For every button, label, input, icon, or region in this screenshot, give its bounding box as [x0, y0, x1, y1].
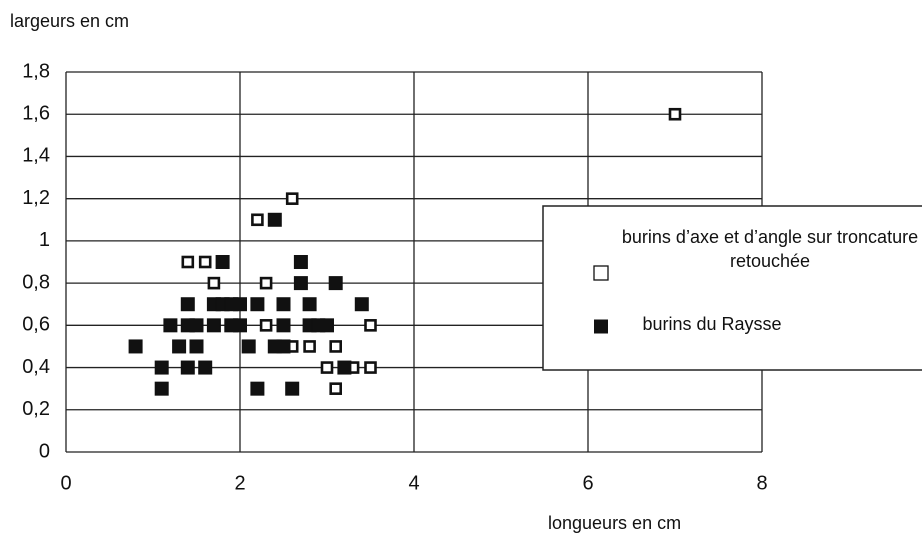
scatter-point	[259, 276, 273, 290]
scatter-point	[285, 192, 299, 205]
scatter-point	[180, 360, 195, 375]
legend-marker	[594, 319, 608, 334]
scatter-point	[215, 255, 230, 269]
y-tick-label: 0,8	[22, 271, 50, 293]
scatter-point	[154, 381, 169, 396]
scatter-point	[364, 319, 377, 332]
scatter-point	[302, 297, 317, 312]
scatter-point	[163, 318, 178, 333]
scatter-point	[285, 381, 300, 396]
scatter-point	[154, 360, 169, 375]
x-tick-label: 8	[756, 472, 767, 494]
x-tick-label: 0	[60, 472, 71, 494]
scatter-point	[320, 361, 334, 374]
legend-label: burins du Raysse	[642, 314, 782, 334]
scatter-point	[207, 276, 221, 290]
scatter-point	[259, 319, 273, 332]
y-tick-label: 0,2	[22, 398, 50, 420]
scatter-point	[206, 318, 221, 333]
scatter-point	[189, 339, 204, 354]
scatter-point	[276, 297, 291, 312]
scatter-point	[250, 297, 265, 312]
x-tick-label: 2	[234, 472, 245, 494]
y-tick-label: 1,2	[22, 187, 50, 209]
legend-marker	[593, 265, 609, 281]
scatter-point	[128, 339, 143, 354]
scatter-point	[320, 318, 334, 333]
scatter-point	[668, 107, 682, 121]
scatter-point	[198, 255, 212, 269]
y-tick-label: 0,6	[22, 314, 50, 336]
scatter-point	[328, 276, 343, 291]
scatter-point	[250, 381, 265, 396]
x-tick-label: 6	[582, 472, 593, 494]
scatter-point	[172, 339, 187, 354]
scatter-point	[276, 339, 291, 354]
y-tick-label: 1,8	[22, 60, 50, 82]
scatter-point	[267, 212, 282, 227]
scatter-point	[251, 213, 264, 227]
scatter-point	[233, 297, 247, 312]
scatter-point	[354, 297, 369, 312]
scatter-point	[293, 255, 308, 269]
scatter-point	[337, 360, 352, 375]
y-tick-label: 0,4	[22, 356, 50, 378]
scatter-point	[241, 339, 256, 354]
y-tick-label: 1	[39, 229, 50, 251]
scatter-point	[198, 360, 213, 375]
scatter-point	[329, 340, 343, 353]
y-axis-label: largeurs en cm	[10, 11, 129, 31]
scatter-point	[293, 276, 308, 291]
legend-box	[542, 205, 922, 371]
x-tick-label: 4	[408, 472, 419, 494]
scatter-point	[189, 318, 204, 333]
scatter-point	[276, 318, 291, 333]
legend-label: burins d’axe et d’angle sur troncature r…	[621, 227, 919, 271]
scatter-point	[364, 361, 377, 374]
scatter-point	[303, 340, 316, 353]
scatter-point	[233, 318, 247, 333]
scatter-point	[329, 382, 343, 395]
scatter-point	[180, 297, 195, 312]
y-tick-label: 1,6	[22, 103, 50, 125]
y-tick-label: 0	[39, 440, 50, 462]
x-axis-label: longueurs en cm	[548, 513, 681, 533]
y-tick-label: 1,4	[22, 145, 50, 167]
scatter-point	[181, 255, 195, 269]
